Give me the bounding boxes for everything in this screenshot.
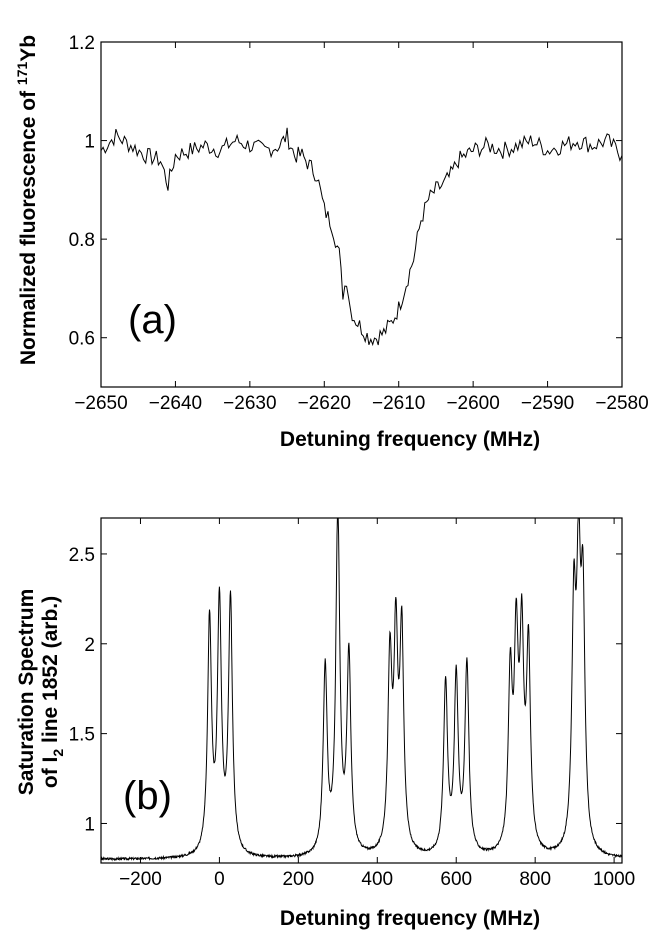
b-xtick-label: 200 — [282, 869, 314, 890]
a-xtick-label: −2630 — [223, 393, 276, 414]
plot-frame-a — [100, 41, 623, 388]
ticks-a: −2650 −2640 −2630 −2620 −2610 −2600 −2590 −2580… — [69, 33, 649, 414]
panel-label-a: (a) — [128, 298, 177, 342]
b-xtick-label: 600 — [440, 869, 472, 890]
y-axis-label-a: Normalized fluorescence of 171Yb — [14, 35, 40, 365]
a-ytick-label: 1 — [84, 132, 95, 153]
x-axis-label-a: Detuning frequency (MHz) — [280, 428, 540, 451]
b-ytick-label: 2.5 — [69, 545, 95, 566]
a-xtick-label: −2600 — [446, 393, 499, 414]
y-axis-label-b-pre: of I — [39, 757, 62, 789]
a-ytick-label: 1.2 — [69, 33, 95, 54]
y-axis-label-b-line1: Saturation Spectrum — [15, 589, 38, 796]
b-ytick-label: 1.5 — [69, 725, 95, 746]
y-axis-label-a-main: Normalized fluorescence of — [17, 85, 40, 365]
panel-label-b: (b) — [123, 774, 172, 818]
panel-a: −2650 −2640 −2630 −2620 −2610 −2600 −2590 −2580… — [14, 33, 649, 451]
a-xtick-label: −2620 — [298, 393, 351, 414]
b-ytick-label: 1 — [84, 814, 95, 835]
series-line-a — [100, 127, 623, 347]
y-axis-label-b-sub: 2 — [50, 749, 66, 757]
a-ytick-label: 0.6 — [69, 329, 95, 350]
a-xtick-label: −2590 — [521, 393, 574, 414]
y-axis-label-a-sup: 171 — [14, 61, 30, 85]
x-axis-label-b: Detuning frequency (MHz) — [280, 907, 540, 930]
series-line-b — [100, 517, 623, 862]
b-ytick-label: 2 — [84, 635, 95, 656]
y-axis-label-a-suffix: Yb — [17, 35, 40, 62]
y-axis-label-b-post: line 1852 (arb.) — [39, 596, 62, 749]
ticks-b: −200 0 200 400 600 800 1000 1 1.5 2 2.5 — [69, 518, 635, 890]
b-xtick-label: −200 — [119, 869, 162, 890]
a-xtick-label: −2610 — [372, 393, 425, 414]
b-xtick-label: 800 — [519, 869, 551, 890]
a-xtick-label: −2640 — [149, 393, 202, 414]
b-xtick-label: 1000 — [593, 869, 635, 890]
a-xtick-label: −2650 — [74, 393, 127, 414]
plot-frame-b — [100, 517, 623, 864]
b-xtick-label: 400 — [361, 869, 393, 890]
a-ytick-label: 0.8 — [69, 230, 95, 251]
y-axis-label-b-line2: of I2 line 1852 (arb.) — [39, 596, 66, 788]
b-xtick-label: 0 — [214, 869, 225, 890]
a-xtick-label: −2580 — [595, 393, 648, 414]
